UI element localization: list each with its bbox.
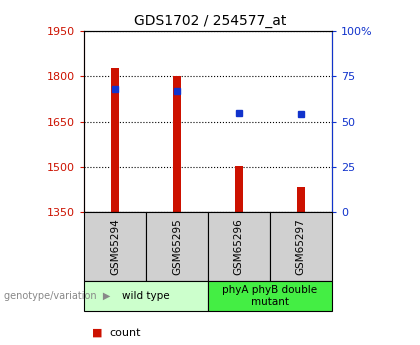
Bar xyxy=(173,76,181,212)
Bar xyxy=(297,187,304,212)
Text: GSM65294: GSM65294 xyxy=(110,218,120,275)
Bar xyxy=(84,212,146,281)
Text: genotype/variation  ▶: genotype/variation ▶ xyxy=(4,291,110,301)
Bar xyxy=(208,212,270,281)
Text: count: count xyxy=(109,328,141,338)
Bar xyxy=(146,212,208,281)
Text: phyA phyB double
mutant: phyA phyB double mutant xyxy=(222,285,318,307)
Bar xyxy=(235,166,243,212)
Bar xyxy=(208,281,332,310)
Bar xyxy=(84,281,208,310)
Text: ■: ■ xyxy=(92,328,103,338)
Text: GSM65296: GSM65296 xyxy=(234,218,244,275)
Bar xyxy=(111,68,119,212)
Text: wild type: wild type xyxy=(122,291,170,301)
Text: GSM65297: GSM65297 xyxy=(296,218,306,275)
Text: GSM65295: GSM65295 xyxy=(172,218,182,275)
Bar xyxy=(270,212,332,281)
Text: GDS1702 / 254577_at: GDS1702 / 254577_at xyxy=(134,14,286,28)
